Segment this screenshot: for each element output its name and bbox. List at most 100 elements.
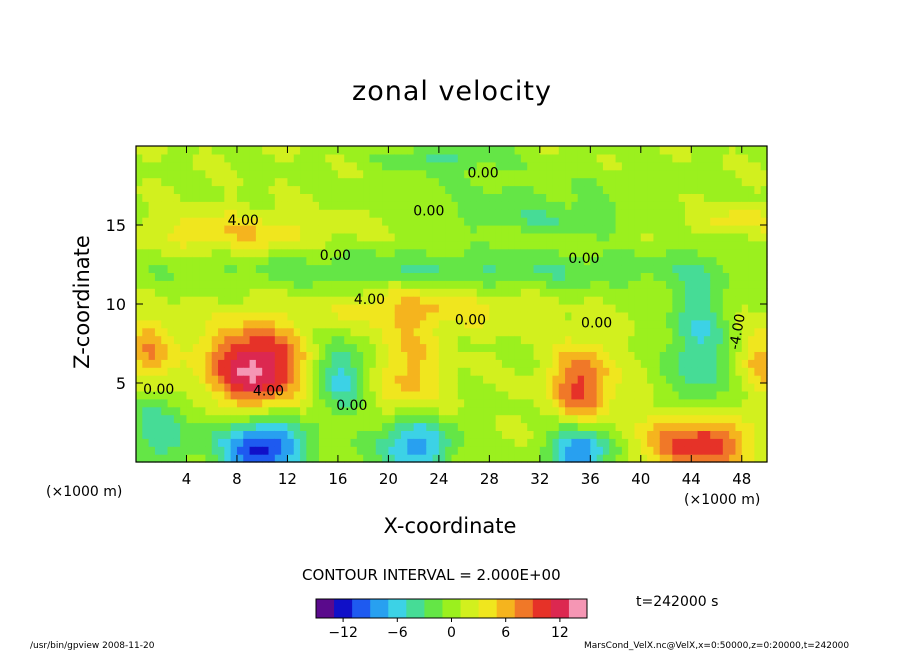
field-cell	[432, 304, 440, 313]
field-cell	[356, 193, 364, 202]
field-cell	[584, 185, 591, 194]
field-cell	[325, 256, 333, 266]
field-cell	[691, 390, 699, 400]
field-cell	[552, 248, 560, 258]
field-cell	[464, 430, 472, 439]
field-cell	[659, 201, 667, 210]
field-cell	[438, 225, 446, 234]
field-cell	[407, 193, 415, 202]
field-cell	[552, 232, 560, 242]
field-cell	[331, 272, 339, 281]
field-cell	[300, 406, 307, 416]
field-cell	[445, 225, 453, 234]
field-cell	[394, 296, 402, 305]
field-cell	[293, 217, 301, 226]
field-cell	[697, 272, 705, 281]
field-cell	[369, 446, 377, 455]
field-cell	[432, 146, 440, 155]
field-cell	[609, 375, 617, 384]
field-cell	[363, 225, 371, 234]
field-cell	[596, 398, 604, 408]
field-cell	[432, 161, 440, 171]
field-cell	[394, 375, 402, 384]
field-cell	[748, 240, 755, 250]
field-cell	[647, 264, 655, 273]
field-cell	[186, 430, 194, 439]
field-cell	[558, 414, 566, 424]
field-cell	[628, 209, 636, 218]
colorbar-tick-label: 0	[447, 625, 456, 641]
field-cell	[558, 288, 566, 297]
field-cell	[476, 351, 484, 360]
field-cell	[748, 232, 755, 242]
field-cell	[243, 177, 251, 187]
field-cell	[268, 422, 276, 431]
field-cell	[722, 225, 730, 234]
field-cell	[199, 240, 207, 250]
field-cell	[344, 240, 352, 250]
field-cell	[678, 169, 686, 179]
field-cell	[722, 359, 730, 368]
field-cell	[533, 446, 541, 455]
field-cell	[407, 422, 415, 431]
field-cell	[167, 264, 175, 273]
field-cell	[514, 161, 522, 171]
field-cell	[609, 153, 617, 163]
field-cell	[419, 430, 427, 439]
field-cell	[337, 311, 345, 321]
field-cell	[741, 343, 749, 352]
field-cell	[419, 256, 427, 266]
field-cell	[382, 311, 389, 321]
field-cell	[754, 311, 762, 321]
field-cell	[489, 304, 497, 313]
field-cell	[148, 375, 156, 384]
field-cell	[318, 398, 326, 408]
field-cell	[684, 335, 692, 345]
field-cell	[142, 414, 150, 424]
field-cell	[735, 335, 743, 345]
field-cell	[337, 422, 345, 431]
field-cell	[539, 446, 547, 455]
colorbar-swatch	[460, 599, 480, 618]
field-cell	[148, 280, 156, 289]
field-cell	[218, 367, 225, 376]
field-cell	[426, 177, 434, 187]
field-cell	[514, 217, 522, 226]
field-cell	[337, 232, 345, 242]
field-cell	[262, 225, 270, 234]
field-cell	[590, 193, 598, 202]
field-cell	[684, 177, 692, 187]
field-cell	[464, 146, 472, 155]
field-cell	[628, 201, 636, 210]
field-cell	[697, 335, 705, 345]
field-cell	[186, 209, 194, 218]
field-cell	[186, 351, 194, 360]
field-cell	[464, 232, 472, 242]
field-cell	[438, 153, 446, 163]
field-cell	[318, 335, 326, 345]
field-cell	[483, 375, 490, 384]
field-cell	[274, 217, 282, 226]
field-cell	[199, 264, 207, 273]
field-cell	[703, 153, 711, 163]
field-cell	[527, 414, 535, 424]
field-cell	[735, 414, 743, 424]
field-cell	[413, 454, 421, 463]
field-cell	[356, 232, 364, 242]
field-cell	[470, 319, 478, 329]
field-cell	[432, 367, 440, 376]
field-cell	[602, 185, 610, 194]
field-cell	[741, 193, 749, 202]
field-cell	[426, 335, 434, 345]
field-cell	[729, 351, 737, 360]
velocity-field	[136, 146, 768, 463]
field-cell	[735, 272, 743, 281]
field-cell	[508, 146, 516, 155]
field-cell	[337, 177, 345, 187]
field-cell	[489, 153, 497, 163]
field-cell	[483, 383, 490, 392]
field-cell	[205, 367, 213, 376]
field-cell	[350, 256, 358, 266]
field-cell	[602, 454, 610, 463]
field-cell	[666, 217, 673, 226]
